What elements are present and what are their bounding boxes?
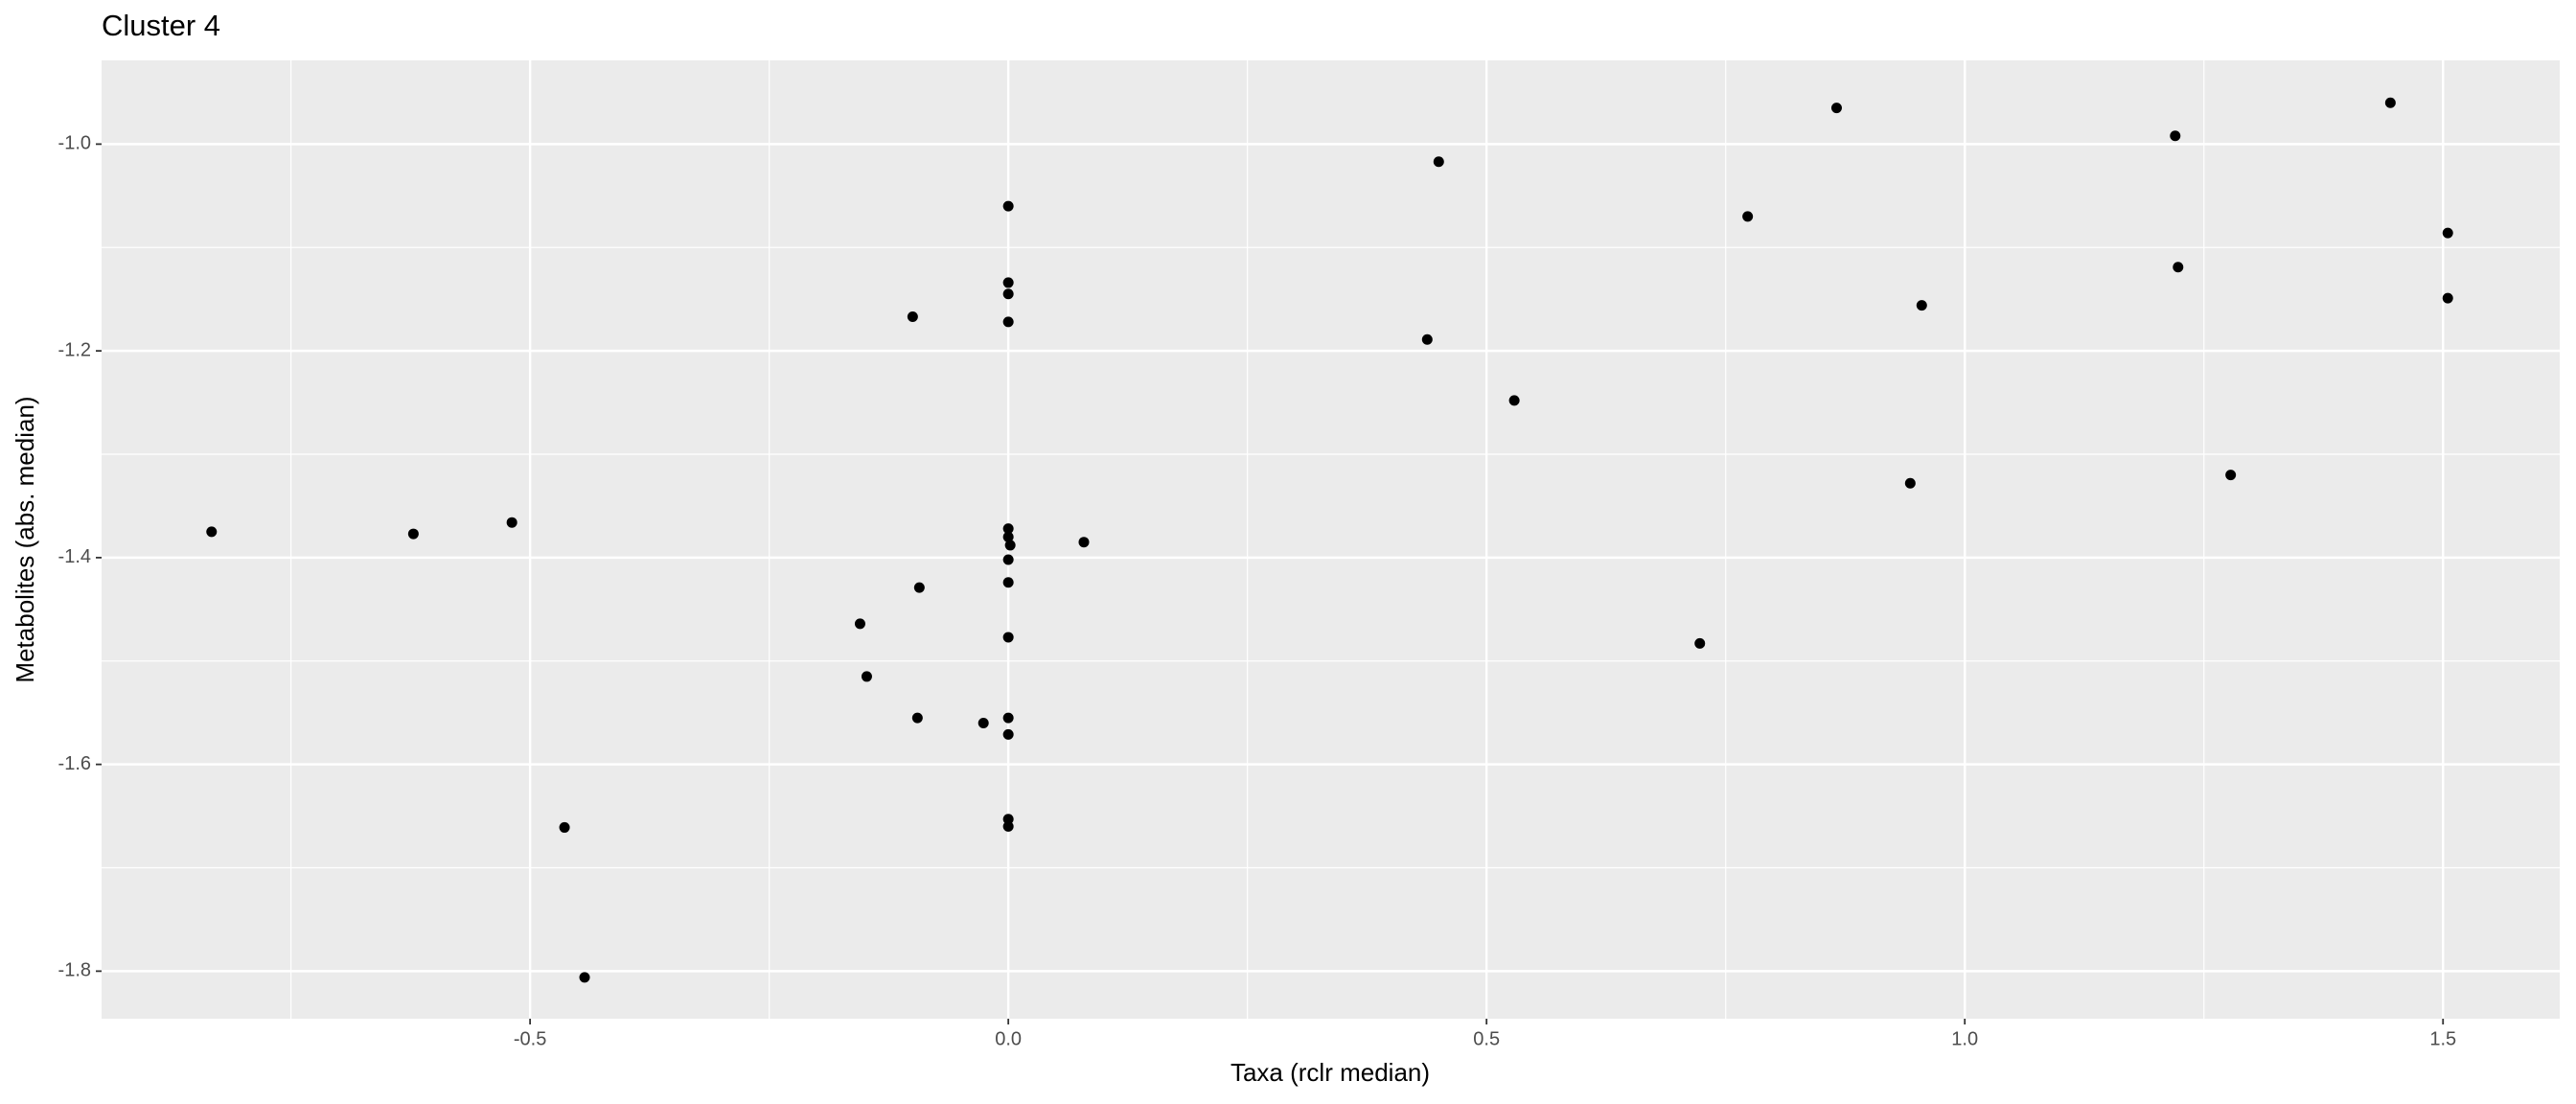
point: [1002, 316, 1014, 328]
chart-title: Cluster 4: [102, 9, 220, 42]
y-tick-label: -1.0: [58, 133, 91, 154]
x-tick-label: -0.5: [514, 1028, 546, 1049]
point: [407, 528, 419, 540]
point: [579, 972, 590, 983]
panel: [102, 60, 2560, 1019]
point: [2173, 262, 2184, 273]
point: [506, 517, 518, 528]
point: [913, 582, 925, 593]
point: [1002, 200, 1014, 212]
point: [1002, 531, 1014, 542]
point: [2442, 227, 2453, 239]
y-tick-label: -1.8: [58, 960, 91, 981]
x-tick-label: 1.0: [1951, 1028, 1978, 1049]
point: [1742, 211, 1754, 222]
point: [1433, 156, 1444, 168]
point: [1002, 577, 1014, 588]
point: [911, 712, 923, 724]
y-axis-title: Metabolites (abs. median): [11, 396, 39, 682]
point: [1002, 814, 1014, 825]
point: [1904, 477, 1916, 489]
point: [907, 311, 918, 323]
point: [2225, 470, 2237, 481]
point: [1002, 277, 1014, 288]
point: [1002, 523, 1014, 535]
point: [1004, 540, 1016, 551]
point: [1002, 728, 1014, 740]
point: [1421, 334, 1433, 345]
point: [206, 526, 218, 538]
point: [1002, 632, 1014, 643]
y-tick-label: -1.6: [58, 753, 91, 774]
point: [861, 671, 872, 682]
point: [1508, 395, 1520, 406]
point: [1694, 637, 1706, 649]
y-tick-label: -1.4: [58, 546, 91, 567]
point: [1002, 554, 1014, 565]
point: [1002, 712, 1014, 724]
point: [2384, 97, 2396, 108]
x-tick-label: 0.0: [995, 1028, 1022, 1049]
point: [1830, 103, 1842, 114]
point: [1002, 288, 1014, 300]
point: [559, 821, 570, 833]
x-tick-label: 0.5: [1473, 1028, 1500, 1049]
point: [1078, 537, 1090, 548]
point: [1002, 820, 1014, 832]
x-axis-title: Taxa (rclr median): [1230, 1058, 1430, 1087]
point: [2170, 130, 2181, 142]
point: [978, 717, 989, 728]
y-tick-label: -1.2: [58, 339, 91, 360]
point: [1916, 300, 1927, 311]
point: [2442, 292, 2453, 304]
x-tick-label: 1.5: [2429, 1028, 2456, 1049]
point: [854, 618, 865, 630]
